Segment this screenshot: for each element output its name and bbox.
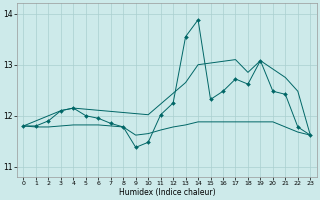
X-axis label: Humidex (Indice chaleur): Humidex (Indice chaleur) [119, 188, 215, 197]
